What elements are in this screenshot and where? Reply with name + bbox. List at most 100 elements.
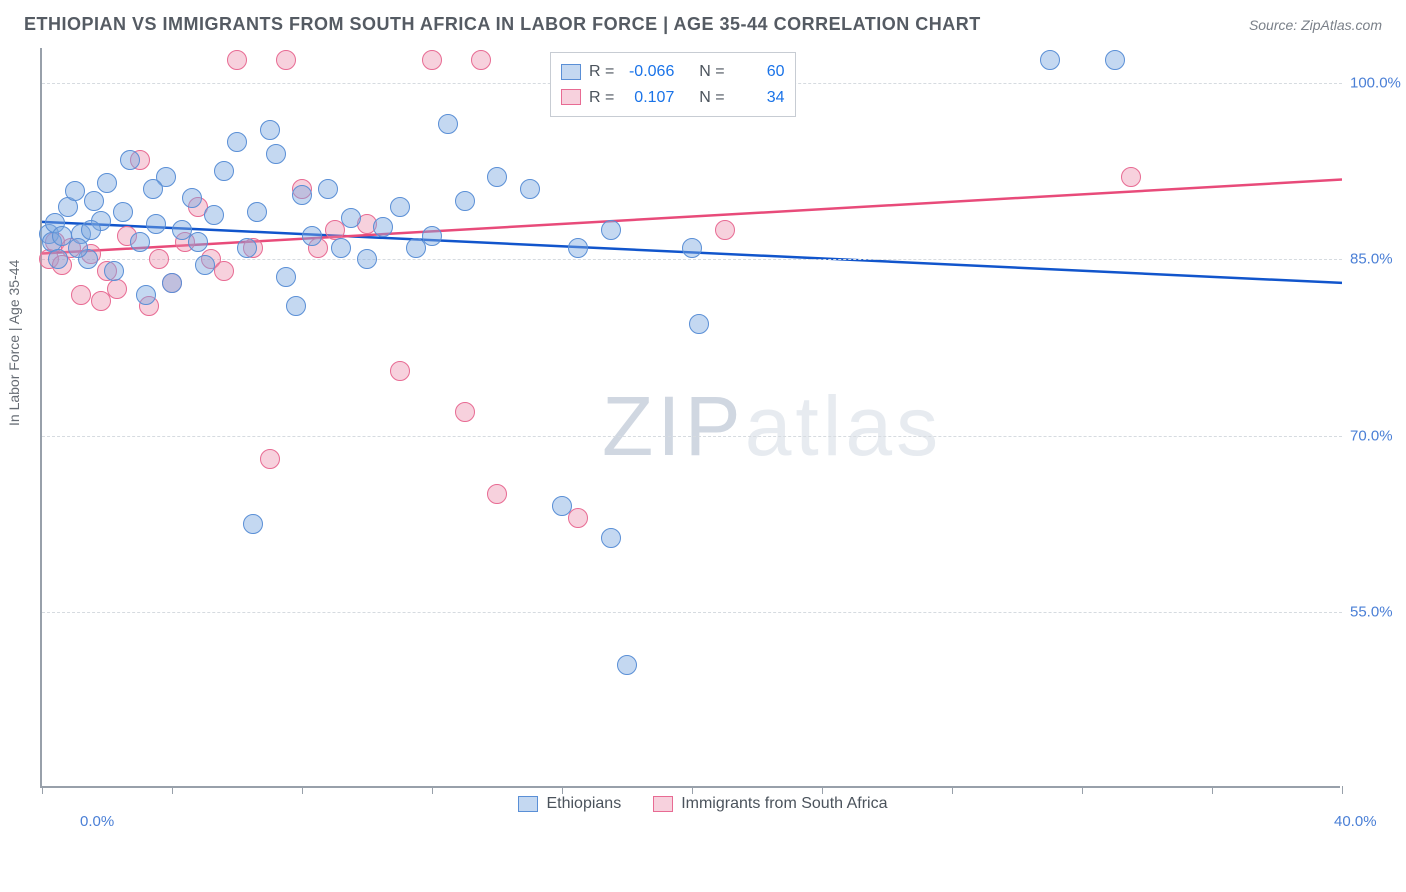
legend-item-ethiopians: Ethiopians: [518, 795, 621, 813]
r-label: R =: [589, 85, 614, 111]
data-point-ethiopians: [617, 655, 637, 675]
data-point-south_africa: [471, 50, 491, 70]
data-point-ethiopians: [276, 267, 296, 287]
swatch-icon: [561, 89, 581, 105]
legend-label: Ethiopians: [546, 795, 621, 813]
data-point-ethiopians: [188, 232, 208, 252]
y-tick-label: 70.0%: [1350, 427, 1393, 444]
data-point-south_africa: [487, 484, 507, 504]
data-point-ethiopians: [243, 514, 263, 534]
x-tick: [692, 786, 693, 794]
x-tick: [1342, 786, 1343, 794]
data-point-ethiopians: [195, 255, 215, 275]
r-label: R =: [589, 59, 614, 85]
n-label: N =: [699, 59, 724, 85]
correlation-stats-panel: R =-0.066 N =60R =0.107 N =34: [550, 52, 796, 117]
x-tick: [302, 786, 303, 794]
data-point-ethiopians: [318, 179, 338, 199]
data-point-ethiopians: [65, 181, 85, 201]
data-point-south_africa: [71, 285, 91, 305]
data-point-ethiopians: [568, 238, 588, 258]
data-point-south_africa: [107, 279, 127, 299]
gridline-h: [42, 436, 1342, 437]
data-point-ethiopians: [1040, 50, 1060, 70]
data-point-ethiopians: [146, 214, 166, 234]
chart-area: In Labor Force | Age 35-44 ZIPatlas 55.0…: [40, 48, 1380, 828]
data-point-ethiopians: [292, 185, 312, 205]
data-point-south_africa: [455, 402, 475, 422]
data-point-ethiopians: [113, 202, 133, 222]
data-point-ethiopians: [286, 296, 306, 316]
data-point-ethiopians: [601, 220, 621, 240]
r-value: -0.066: [622, 59, 674, 85]
data-point-ethiopians: [237, 238, 257, 258]
gridline-h: [42, 612, 1342, 613]
data-point-south_africa: [390, 361, 410, 381]
data-point-ethiopians: [48, 249, 68, 269]
x-tick-label: 0.0%: [80, 813, 114, 830]
r-value: 0.107: [622, 85, 674, 111]
data-point-ethiopians: [247, 202, 267, 222]
chart-title: ETHIOPIAN VS IMMIGRANTS FROM SOUTH AFRIC…: [24, 14, 981, 35]
source-attribution: Source: ZipAtlas.com: [1249, 17, 1382, 33]
data-point-ethiopians: [1105, 50, 1125, 70]
bottom-legend: Ethiopians Immigrants from South Africa: [0, 795, 1406, 813]
swatch-icon: [653, 796, 673, 812]
x-tick: [952, 786, 953, 794]
gridline-h: [42, 259, 1342, 260]
stats-row-south_africa: R = 0.107 N = 34: [561, 85, 785, 111]
data-point-ethiopians: [182, 188, 202, 208]
data-point-ethiopians: [438, 114, 458, 134]
swatch-icon: [518, 796, 538, 812]
data-point-ethiopians: [373, 217, 393, 237]
data-point-south_africa: [260, 449, 280, 469]
swatch-icon: [561, 64, 581, 80]
data-point-ethiopians: [487, 167, 507, 187]
data-point-ethiopians: [143, 179, 163, 199]
data-point-south_africa: [1121, 167, 1141, 187]
data-point-ethiopians: [357, 249, 377, 269]
data-point-ethiopians: [455, 191, 475, 211]
data-point-ethiopians: [136, 285, 156, 305]
watermark: ZIPatlas: [602, 378, 942, 475]
stats-row-ethiopians: R =-0.066 N =60: [561, 59, 785, 85]
x-tick: [1082, 786, 1083, 794]
data-point-ethiopians: [341, 208, 361, 228]
data-point-ethiopians: [422, 226, 442, 246]
data-point-south_africa: [149, 249, 169, 269]
n-value: 34: [733, 85, 785, 111]
x-tick: [42, 786, 43, 794]
data-point-ethiopians: [390, 197, 410, 217]
y-tick-label: 55.0%: [1350, 603, 1393, 620]
data-point-ethiopians: [689, 314, 709, 334]
data-point-ethiopians: [81, 220, 101, 240]
data-point-ethiopians: [204, 205, 224, 225]
x-tick: [822, 786, 823, 794]
legend-label: Immigrants from South Africa: [681, 795, 887, 813]
data-point-south_africa: [227, 50, 247, 70]
x-tick-label: 40.0%: [1334, 813, 1377, 830]
x-tick: [432, 786, 433, 794]
y-axis-label: In Labor Force | Age 35-44: [6, 260, 22, 426]
data-point-south_africa: [715, 220, 735, 240]
data-point-ethiopians: [601, 528, 621, 548]
n-label: N =: [699, 85, 724, 111]
data-point-south_africa: [214, 261, 234, 281]
data-point-south_africa: [422, 50, 442, 70]
data-point-ethiopians: [227, 132, 247, 152]
x-tick: [172, 786, 173, 794]
data-point-ethiopians: [520, 179, 540, 199]
data-point-ethiopians: [120, 150, 140, 170]
x-tick: [1212, 786, 1213, 794]
data-point-ethiopians: [682, 238, 702, 258]
data-point-ethiopians: [84, 191, 104, 211]
data-point-ethiopians: [552, 496, 572, 516]
data-point-ethiopians: [97, 173, 117, 193]
data-point-ethiopians: [331, 238, 351, 258]
data-point-ethiopians: [68, 238, 88, 258]
data-point-ethiopians: [302, 226, 322, 246]
data-point-ethiopians: [214, 161, 234, 181]
data-point-south_africa: [568, 508, 588, 528]
y-tick-label: 100.0%: [1350, 75, 1401, 92]
data-point-ethiopians: [260, 120, 280, 140]
